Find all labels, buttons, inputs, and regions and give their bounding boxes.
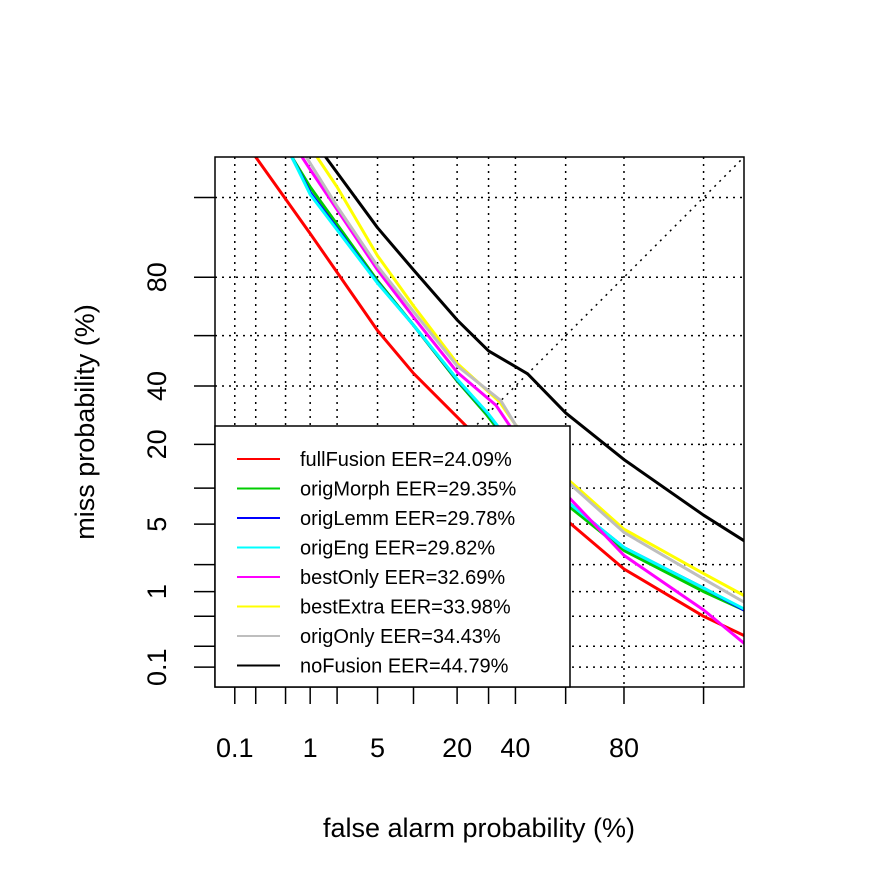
y-tick-label: 5: [142, 517, 172, 532]
x-tick-label: 1: [303, 733, 318, 763]
legend-box: [214, 425, 571, 688]
x-tick-label: 20: [442, 733, 472, 763]
series-line-7: [304, 157, 744, 604]
legend-label: origEng EER=29.82%: [300, 538, 495, 560]
y-tick-label: 0.1: [142, 648, 172, 686]
legend-label: origOnly EER=34.43%: [300, 626, 501, 648]
y-axis-label: miss probability (%): [70, 304, 100, 540]
y-tick-label: 80: [142, 262, 172, 292]
legend-label: bestOnly EER=32.69%: [300, 567, 505, 589]
legend-label: bestExtra EER=33.98%: [300, 597, 511, 619]
x-tick-label: 40: [500, 733, 530, 763]
x-tick-label: 0.1: [216, 733, 254, 763]
series-line-4: [290, 157, 744, 611]
series-line-8: [324, 157, 744, 543]
legend: fullFusion EER=24.09% origMorph EER=29.35…: [214, 425, 571, 688]
legend-label: origLemm EER=29.78%: [300, 508, 515, 530]
series-line-6: [315, 157, 744, 597]
series-line-5: [300, 157, 744, 645]
legend-label: fullFusion EER=24.09%: [300, 449, 512, 471]
x-axis-ticks: 0.1 1 5 20 40 80: [216, 687, 705, 763]
eer-diagonal-line: [215, 157, 744, 687]
x-tick-label: 80: [609, 733, 639, 763]
y-tick-label: 1: [142, 584, 172, 599]
x-tick-label: 5: [370, 733, 385, 763]
legend-label: origMorph EER=29.35%: [300, 479, 516, 501]
legend-label: noFusion EER=44.79%: [300, 656, 509, 678]
y-tick-label: 40: [142, 371, 172, 401]
series-lines: [254, 157, 744, 645]
y-axis-ticks: 0.1 1 5 20 40 80: [142, 196, 215, 686]
series-line-2: [290, 157, 744, 612]
x-axis-label: false alarm probability (%): [323, 813, 635, 843]
y-tick-label: 20: [142, 429, 172, 459]
